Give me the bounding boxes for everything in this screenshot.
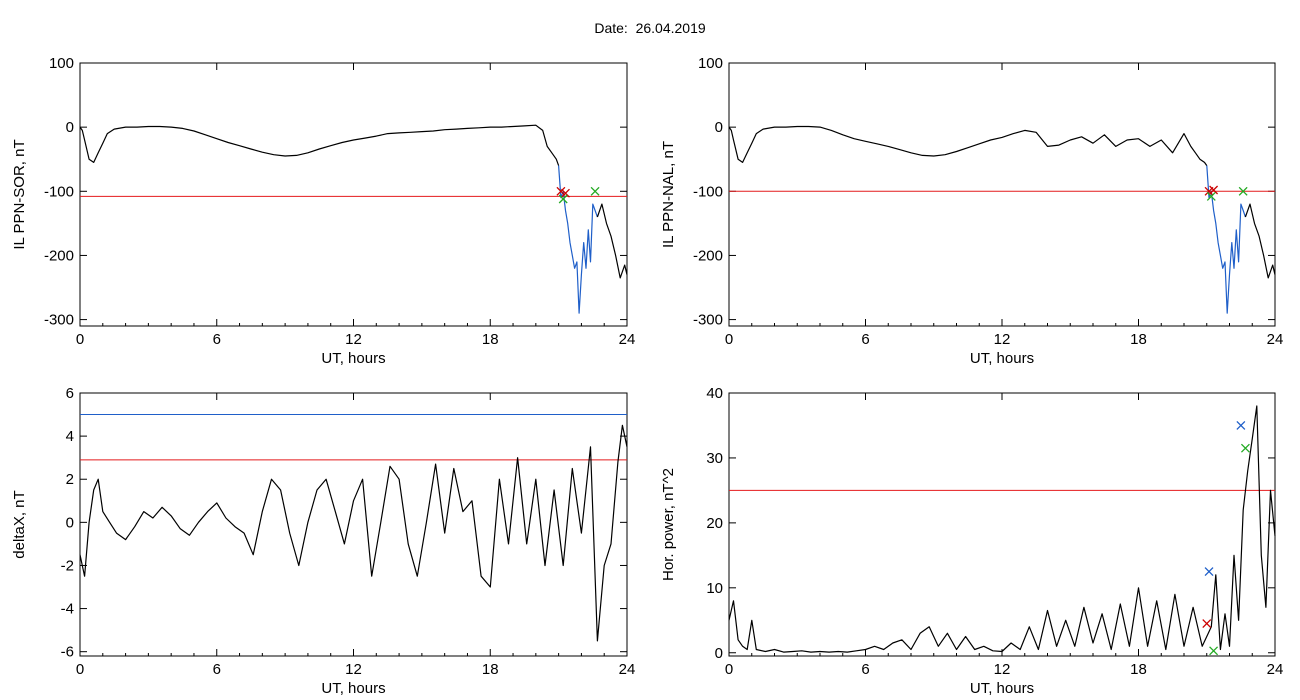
x-tick-label: 18 (482, 331, 499, 348)
y-tick-label: -300 (44, 312, 74, 329)
series-line (79, 424, 628, 642)
y-tick-label: -300 (693, 312, 723, 329)
series-line (558, 165, 598, 314)
panel-hor-power: 0 6 12 18 24 0 10 20 30 40 UT, hours Hor. power, nT… (660, 385, 1283, 697)
series-line (79, 124, 560, 166)
x-tick-label: 0 (76, 331, 84, 348)
marker-stroke (558, 194, 568, 204)
marker-x (590, 186, 600, 196)
x-tick-label: 12 (994, 331, 1011, 348)
y-axis-title: Hor. power, nT^2 (660, 468, 677, 581)
panel-ppn-sor: 0 6 12 18 24 -300 -200 -100 0 100 UT, hours IL PPN-… (11, 55, 635, 367)
y-tick-label: 100 (698, 55, 723, 72)
series-line (1206, 165, 1246, 314)
marker-stroke (1209, 185, 1219, 195)
x-tick-label: 24 (619, 331, 636, 348)
y-tick-label: 0 (66, 119, 74, 136)
marker-stroke (1204, 567, 1214, 577)
x-axis-title: UT, hours (970, 350, 1034, 367)
x-tick-label: 18 (1130, 331, 1147, 348)
x-tick-label: 0 (725, 331, 733, 348)
x-tick-label: 6 (861, 661, 869, 678)
panel-ppn-nal: 0 6 12 18 24 -300 -200 -100 0 100 UT, hours IL PPN-… (660, 55, 1283, 367)
x-tick-label: 12 (345, 331, 362, 348)
x-tick-label: 24 (619, 661, 636, 678)
marker-x (1240, 443, 1250, 453)
y-tick-label: 40 (706, 385, 723, 402)
x-tick-label: 12 (345, 661, 362, 678)
series-line (596, 203, 628, 279)
y-tick-label: 6 (66, 385, 74, 402)
y-tick-label: -2 (61, 557, 74, 574)
marker-x (1209, 185, 1219, 195)
x-tick-label: 18 (482, 661, 499, 678)
x-tick-label: 6 (861, 331, 869, 348)
marker-x (1204, 567, 1214, 577)
series-line (728, 405, 1276, 653)
figure-date-title: Date: 26.04.2019 (594, 20, 706, 36)
x-axis-title: UT, hours (970, 680, 1034, 697)
y-tick-label: 0 (715, 645, 723, 662)
marker-stroke (1206, 191, 1216, 201)
x-tick-label: 24 (1267, 661, 1284, 678)
plot-frame (728, 392, 1276, 657)
marker-stroke (556, 186, 566, 196)
marker-stroke (1236, 421, 1246, 430)
y-tick-label: 0 (66, 514, 74, 531)
y-tick-label: -4 (61, 601, 74, 618)
x-axis-title: UT, hours (321, 680, 385, 697)
y-tick-label: -200 (44, 247, 74, 264)
x-axis-title: UT, hours (321, 350, 385, 367)
marker-x (556, 186, 566, 196)
y-tick-label: 10 (706, 580, 723, 597)
x-tick-label: 0 (725, 661, 733, 678)
marker-stroke (1209, 646, 1219, 656)
marker-x (1209, 646, 1219, 656)
marker-x (1236, 421, 1246, 430)
marker-stroke (1202, 619, 1212, 628)
x-tick-label: 24 (1267, 331, 1284, 348)
y-tick-label: -100 (693, 183, 723, 200)
y-tick-label: 2 (66, 471, 74, 488)
y-tick-label: -100 (44, 183, 74, 200)
x-tick-label: 6 (213, 661, 221, 678)
x-tick-label: 18 (1130, 661, 1147, 678)
plot-frame (728, 62, 1276, 327)
marker-x (1238, 186, 1248, 196)
y-axis-title: deltaX, nT (11, 490, 28, 558)
marker-x (1206, 191, 1216, 201)
marker-x (1202, 619, 1212, 628)
y-tick-label: 100 (49, 55, 74, 72)
series-line (728, 125, 1208, 166)
marker-x (561, 188, 570, 198)
marker-stroke (590, 186, 600, 196)
x-tick-label: 0 (76, 661, 84, 678)
marker-stroke (1240, 443, 1250, 453)
y-axis-title: IL PPN-SOR, nT (11, 139, 28, 249)
y-axis-title: IL PPN-NAL, nT (660, 141, 677, 248)
marker-stroke (1238, 186, 1248, 196)
x-tick-label: 12 (994, 661, 1011, 678)
y-tick-label: 0 (715, 119, 723, 136)
y-tick-label: 4 (66, 428, 74, 445)
plot-frame (79, 62, 628, 327)
y-tick-label: -6 (61, 644, 74, 661)
series-line (1244, 203, 1276, 279)
y-tick-label: -200 (693, 247, 723, 264)
plot-frame (79, 392, 628, 657)
y-tick-label: 20 (706, 515, 723, 532)
marker-x (558, 194, 568, 204)
y-tick-label: 30 (706, 450, 723, 467)
marker-stroke (561, 188, 570, 198)
x-tick-label: 6 (213, 331, 221, 348)
